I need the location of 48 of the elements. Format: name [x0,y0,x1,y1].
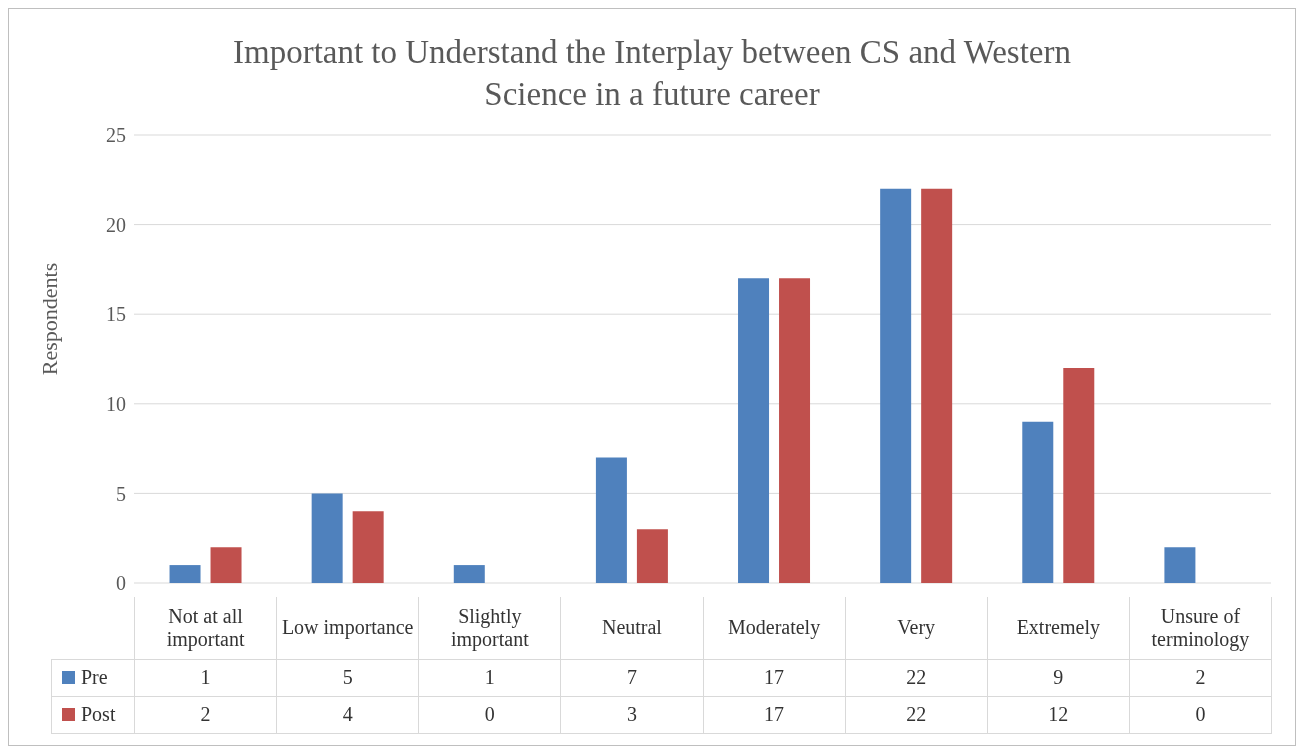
x-tick-label: Very [845,597,988,659]
data-label: 4 [276,696,419,733]
data-label: 2 [134,696,277,733]
bar [1063,367,1095,583]
x-tick-label: Slightly important [418,597,561,659]
data-label: 2 [1129,659,1272,696]
data-label: 0 [1129,696,1272,733]
data-label: 17 [703,659,846,696]
data-label: 1 [418,659,561,696]
bar [1022,421,1054,583]
data-label: 22 [845,696,988,733]
data-label: 12 [987,696,1130,733]
bar [453,565,485,583]
bar [1164,547,1196,583]
y-tick-label: 0 [116,572,126,595]
x-tick-label: Not at all important [134,597,277,659]
chart-title: Important to Understand the Interplay between CS and Western Science in a future career [232,34,1071,112]
legend-label: Pre [51,659,135,696]
x-tick-label: Low importance [276,597,419,659]
x-tick-label: Neutral [560,597,703,659]
legend-label: Post [51,696,135,733]
data-label: 9 [987,659,1130,696]
bar [738,278,770,583]
bar [880,188,912,583]
bar [595,457,627,583]
bar [636,529,668,583]
bar [779,278,811,583]
data-label: 22 [845,659,988,696]
data-label: 7 [560,659,703,696]
bar [921,188,953,583]
bar [169,565,201,583]
bar [311,493,343,583]
x-tick-label: Unsure of terminology [1129,597,1272,659]
y-tick-label: 25 [106,124,126,147]
bar [210,547,242,583]
data-label: 0 [418,696,561,733]
y-tick-label: 15 [106,303,126,326]
y-axis-title: Respondents [36,262,62,376]
x-tick-label: Extremely [987,597,1130,659]
data-label: 1 [134,659,277,696]
data-label: 17 [703,696,846,733]
x-tick-label: Moderately [703,597,846,659]
y-tick-label: 10 [106,392,126,415]
data-label: 5 [276,659,419,696]
bar [352,511,384,583]
data-label: 3 [560,696,703,733]
y-tick-label: 5 [116,482,126,505]
y-tick-label: 20 [106,213,126,236]
